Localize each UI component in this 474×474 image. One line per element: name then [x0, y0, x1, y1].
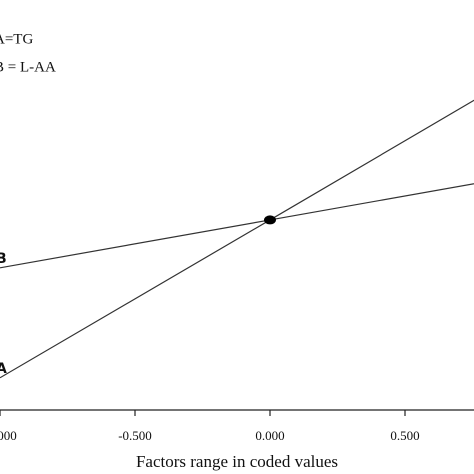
center-point — [264, 215, 276, 225]
series-line — [0, 99, 474, 379]
x-axis-label: Factors range in coded values — [136, 452, 338, 471]
series-label: B — [0, 251, 7, 267]
legend-text: B = L-AA — [0, 59, 56, 75]
series-line — [0, 183, 474, 269]
x-tick-label: 0.500 — [390, 428, 419, 443]
legend-text: A=TG — [0, 31, 33, 47]
x-tick-label: -1.000 — [0, 428, 17, 443]
series-label: A — [0, 361, 7, 377]
x-tick-label: 0.000 — [255, 428, 284, 443]
x-tick-label: -0.500 — [118, 428, 152, 443]
